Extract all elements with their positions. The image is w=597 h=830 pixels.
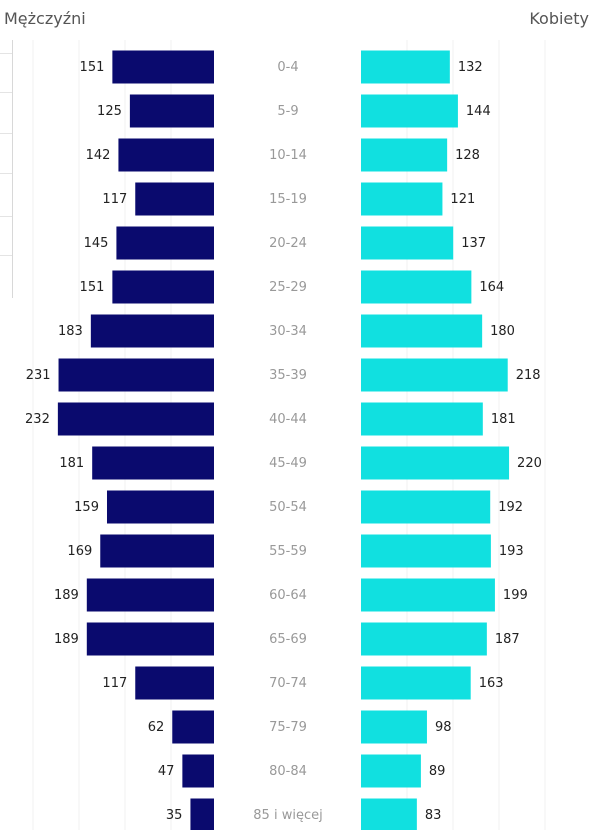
age-group-label: 70-74: [269, 676, 307, 691]
value-label-male: 159: [74, 500, 99, 515]
value-label-male: 145: [84, 236, 109, 251]
value-label-female: 181: [491, 412, 516, 427]
age-group-label: 65-69: [269, 632, 307, 647]
bar-male: [58, 358, 214, 392]
bar-male: [106, 490, 214, 524]
bar-female: [361, 490, 491, 524]
bar-female: [361, 578, 495, 612]
value-label-male: 232: [25, 412, 50, 427]
value-label-male: 117: [102, 676, 127, 691]
value-label-female: 220: [517, 456, 542, 471]
value-label-male: 62: [148, 720, 165, 735]
age-group-label: 75-79: [269, 720, 307, 735]
bar-male: [135, 666, 214, 700]
value-label-male: 35: [166, 808, 183, 823]
bars: [57, 50, 510, 830]
age-group-label: 85 i więcej: [253, 808, 322, 823]
value-label-male: 125: [97, 104, 122, 119]
value-label-male: 47: [158, 764, 175, 779]
legend-label-women: Kobiety: [529, 9, 589, 28]
value-label-female: 121: [450, 192, 475, 207]
bar-female: [361, 358, 508, 392]
value-label-female: 218: [516, 368, 541, 383]
value-label-male: 151: [80, 280, 105, 295]
bar-male: [182, 754, 214, 788]
bar-female: [361, 534, 491, 568]
bar-female: [361, 94, 458, 128]
labels: 151 132 0-4 125 144 5-9 142 128 10-14 117 121 15-19…: [25, 60, 542, 823]
value-label-male: 189: [54, 632, 79, 647]
age-group-label: 80-84: [269, 764, 307, 779]
legend-label-men: Mężczyźni: [4, 9, 86, 28]
bar-male: [92, 446, 214, 480]
value-label-female: 192: [498, 500, 523, 515]
age-group-label: 55-59: [269, 544, 307, 559]
bar-male: [86, 578, 214, 612]
age-group-label: 20-24: [269, 236, 307, 251]
bar-female: [361, 710, 427, 744]
left-panel-edge: [0, 40, 13, 298]
age-group-label: 45-49: [269, 456, 307, 471]
age-group-label: 40-44: [269, 412, 307, 427]
value-label-female: 193: [499, 544, 524, 559]
age-group-label: 0-4: [277, 60, 298, 75]
bar-female: [361, 50, 450, 84]
bar-male: [118, 138, 214, 172]
age-group-label: 5-9: [277, 104, 298, 119]
bar-female: [361, 270, 472, 304]
value-label-female: 137: [461, 236, 486, 251]
value-label-male: 189: [54, 588, 79, 603]
bar-male: [100, 534, 214, 568]
bar-female: [361, 622, 487, 656]
bar-male: [86, 622, 214, 656]
value-label-female: 132: [458, 60, 483, 75]
bar-female: [361, 402, 483, 436]
age-group-label: 25-29: [269, 280, 307, 295]
value-label-female: 164: [479, 280, 504, 295]
value-label-male: 151: [80, 60, 105, 75]
value-label-male: 231: [26, 368, 51, 383]
value-label-male: 117: [102, 192, 127, 207]
bar-male: [129, 94, 214, 128]
bar-female: [361, 138, 448, 172]
bar-female: [361, 666, 471, 700]
value-label-female: 89: [429, 764, 446, 779]
age-group-label: 10-14: [269, 148, 307, 163]
bar-female: [361, 798, 417, 830]
value-label-female: 199: [503, 588, 528, 603]
value-label-female: 128: [455, 148, 480, 163]
value-label-female: 144: [466, 104, 491, 119]
age-group-label: 50-54: [269, 500, 307, 515]
value-label-female: 163: [479, 676, 504, 691]
value-label-male: 142: [86, 148, 111, 163]
bar-female: [361, 314, 483, 348]
age-group-label: 35-39: [269, 368, 307, 383]
age-group-label: 15-19: [269, 192, 307, 207]
bar-male: [190, 798, 214, 830]
value-label-male: 183: [58, 324, 83, 339]
bar-female: [361, 754, 421, 788]
value-label-female: 98: [435, 720, 452, 735]
value-label-male: 181: [59, 456, 84, 471]
bar-male: [116, 226, 214, 260]
value-label-female: 180: [490, 324, 515, 339]
bar-male: [57, 402, 214, 436]
bar-female: [361, 446, 510, 480]
bar-female: [361, 182, 443, 216]
bar-male: [90, 314, 214, 348]
bar-male: [112, 270, 214, 304]
bar-male: [112, 50, 214, 84]
value-label-female: 187: [495, 632, 520, 647]
bar-male: [172, 710, 214, 744]
value-label-male: 169: [67, 544, 92, 559]
value-label-female: 83: [425, 808, 442, 823]
bar-female: [361, 226, 454, 260]
bar-male: [135, 182, 214, 216]
age-group-label: 60-64: [269, 588, 307, 603]
age-group-label: 30-34: [269, 324, 307, 339]
